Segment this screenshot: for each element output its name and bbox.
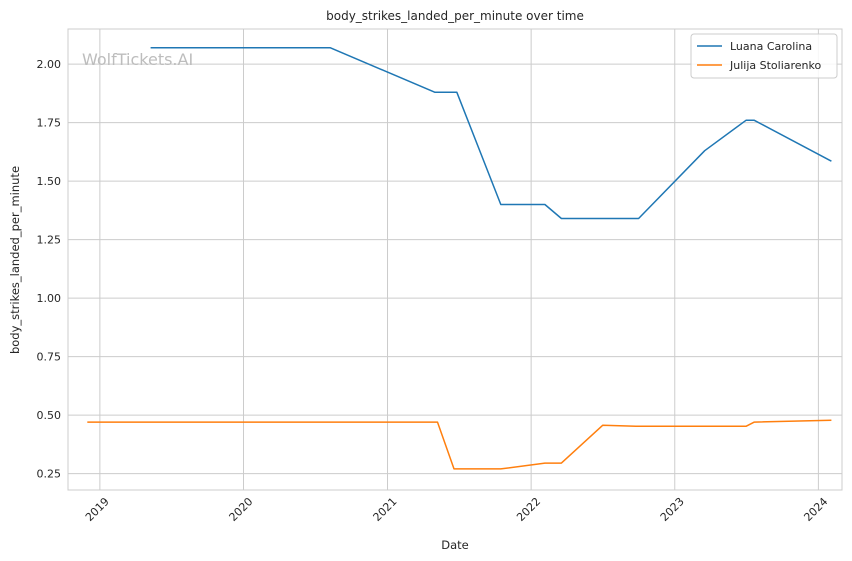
- y-axis-label: body_strikes_landed_per_minute: [8, 166, 22, 354]
- x-tick-label: 2023: [658, 495, 687, 524]
- x-tick-label: 2020: [227, 495, 256, 524]
- legend-box: [690, 33, 838, 79]
- y-tick-label: 0.75: [37, 351, 62, 364]
- y-tick-label: 1.00: [37, 292, 62, 305]
- y-tick-label: 0.50: [37, 409, 62, 422]
- plot-frame: [67, 28, 843, 491]
- legend: Luana Carolina Julija Stoliarenko: [690, 33, 838, 79]
- x-tick-label: 2021: [371, 495, 400, 524]
- series-layer: [87, 46, 832, 470]
- legend-label-julija: Julija Stoliarenko: [729, 59, 821, 72]
- x-tick-label: 2019: [83, 495, 112, 524]
- grid: [68, 29, 842, 490]
- y-tick-label: 2.00: [37, 58, 62, 71]
- y-tick-label: 1.75: [37, 117, 62, 130]
- tick-labels: 0.25 0.50 0.75 1.00 1.25 1.50 1.75 2.00 2019 2020…: [37, 58, 831, 524]
- y-tick-label: 1.25: [37, 234, 62, 247]
- watermark: WolfTickets.AI: [82, 50, 193, 69]
- legend-label-luana: Luana Carolina: [730, 40, 812, 53]
- y-tick-label: 1.50: [37, 175, 62, 188]
- series-line-luana-carolina: [150, 46, 832, 220]
- x-tick-label: 2022: [514, 495, 543, 524]
- y-tick-label: 0.25: [37, 468, 62, 481]
- x-tick-label: 2024: [801, 495, 830, 524]
- x-axis-label: Date: [441, 538, 469, 552]
- chart-title: body_strikes_landed_per_minute over time: [326, 9, 584, 23]
- series-line-julija-stoliarenko: [87, 419, 832, 470]
